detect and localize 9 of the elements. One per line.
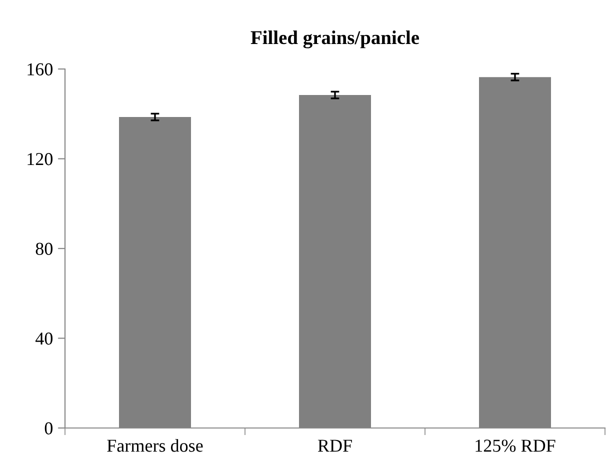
- x-tick-label: Farmers dose: [107, 439, 203, 452]
- y-tick-label: 40: [35, 332, 53, 345]
- y-tick-label: 0: [44, 422, 53, 434]
- chart-title: Filled grains/panicle: [250, 30, 420, 48]
- y-tick-label: 80: [36, 242, 53, 255]
- y-tick-label: 160: [28, 63, 53, 76]
- x-tick-label: RDF: [318, 440, 352, 452]
- x-tick-label: 125% RDF: [476, 440, 556, 452]
- y-tick-label: 120: [28, 153, 53, 166]
